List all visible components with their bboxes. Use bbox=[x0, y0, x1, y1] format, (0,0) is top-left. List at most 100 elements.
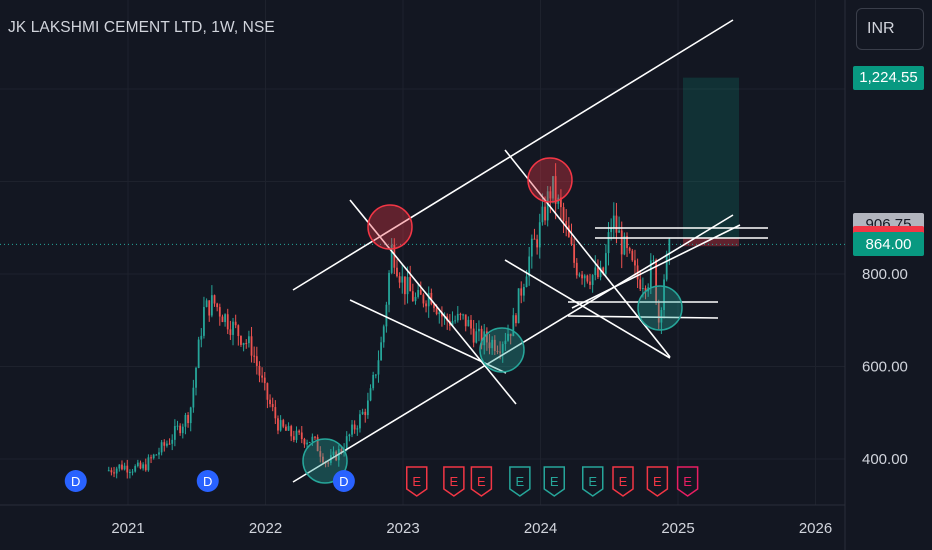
candle-body bbox=[610, 228, 613, 233]
dividend-label: D bbox=[339, 474, 348, 489]
candle-body bbox=[195, 367, 197, 388]
candle-body bbox=[602, 267, 605, 274]
earnings-label: E bbox=[550, 474, 559, 489]
candle-body bbox=[168, 443, 171, 445]
candle-body bbox=[467, 319, 470, 327]
candle-body bbox=[541, 206, 544, 223]
dividend-label: D bbox=[71, 474, 80, 489]
candle-body bbox=[419, 290, 422, 295]
candle-body bbox=[501, 344, 504, 353]
earnings-label: E bbox=[653, 474, 662, 489]
candle-body bbox=[522, 287, 525, 296]
candle-body bbox=[586, 275, 589, 282]
candle-body bbox=[578, 274, 581, 276]
candle-body bbox=[345, 436, 348, 450]
candle-body bbox=[372, 374, 375, 389]
candle-body bbox=[160, 442, 163, 453]
candle-body bbox=[234, 321, 237, 326]
candle-body bbox=[644, 287, 647, 292]
candle-body bbox=[401, 276, 404, 283]
x-tick-label: 2025 bbox=[661, 520, 694, 537]
candle-body bbox=[369, 388, 372, 401]
candle-body bbox=[203, 306, 205, 336]
candle-body bbox=[475, 331, 478, 343]
dividend-marker bbox=[196, 470, 219, 492]
candle-body bbox=[115, 468, 118, 474]
candle-body bbox=[131, 471, 134, 473]
candle-body bbox=[210, 295, 213, 316]
candle-body bbox=[226, 314, 229, 330]
candle-body bbox=[306, 442, 308, 445]
candle-body bbox=[427, 292, 430, 307]
candle-body bbox=[255, 356, 258, 366]
earnings-label: E bbox=[450, 474, 459, 489]
candle-body bbox=[139, 462, 142, 469]
candle-body bbox=[631, 250, 634, 261]
candle-body bbox=[552, 176, 554, 199]
candle-body bbox=[380, 342, 383, 361]
candle-body bbox=[123, 465, 126, 470]
candle-body bbox=[615, 215, 618, 233]
candle-body bbox=[152, 454, 155, 459]
candle-body bbox=[274, 407, 277, 419]
candle-body bbox=[232, 321, 234, 335]
candle-body bbox=[356, 428, 359, 430]
candle-body bbox=[485, 331, 488, 343]
candle-body bbox=[385, 304, 388, 327]
trendline bbox=[292, 19, 734, 291]
candle-body bbox=[242, 343, 245, 345]
candle-body bbox=[570, 237, 573, 245]
candle-body bbox=[351, 424, 353, 435]
candle-body bbox=[388, 272, 390, 305]
candle-body bbox=[417, 290, 420, 297]
candlestick-series bbox=[107, 163, 671, 479]
earnings-marker bbox=[443, 466, 465, 497]
candle-body bbox=[158, 452, 160, 455]
candle-body bbox=[414, 296, 417, 302]
candle-body bbox=[308, 442, 311, 444]
candle-body bbox=[374, 374, 377, 376]
candle-body bbox=[491, 339, 494, 349]
candle-body bbox=[292, 436, 295, 440]
candle-body bbox=[322, 456, 324, 463]
candle-body bbox=[575, 262, 578, 276]
candle-body bbox=[480, 328, 483, 346]
candle-body bbox=[213, 295, 216, 304]
earnings-marker bbox=[612, 466, 634, 497]
candle-body bbox=[536, 239, 539, 248]
candle-body bbox=[279, 420, 282, 431]
candle-body bbox=[192, 387, 195, 408]
candle-body bbox=[147, 457, 150, 471]
candle-body bbox=[509, 333, 512, 337]
price-tag-last: 864.00 bbox=[853, 232, 924, 257]
candle-body bbox=[404, 276, 406, 295]
candle-body bbox=[641, 287, 644, 289]
candle-body bbox=[649, 260, 652, 288]
candle-body bbox=[663, 279, 665, 311]
x-tick-label: 2026 bbox=[799, 520, 832, 537]
candle-body bbox=[150, 457, 152, 459]
candle-body bbox=[332, 451, 335, 456]
candle-body bbox=[155, 454, 158, 456]
candle-body bbox=[665, 253, 668, 280]
candle-body bbox=[218, 307, 221, 317]
currency-selector[interactable]: INR bbox=[856, 8, 924, 50]
candle-body bbox=[136, 462, 139, 467]
x-axis: 2021 2022 2023 2024 2025 2026 bbox=[111, 520, 832, 537]
candle-body bbox=[435, 308, 438, 315]
x-tick-label: 2021 bbox=[111, 520, 144, 537]
candle-body bbox=[512, 315, 515, 337]
candle-body bbox=[353, 424, 356, 430]
candle-body bbox=[639, 279, 642, 289]
candle-body bbox=[187, 414, 189, 424]
candle-body bbox=[530, 238, 533, 257]
y-tick-label: 800.00 bbox=[862, 266, 908, 283]
candle-body bbox=[538, 222, 541, 248]
candle-body bbox=[454, 320, 457, 322]
candle-body bbox=[618, 230, 620, 233]
candle-body bbox=[560, 197, 562, 208]
earnings-label: E bbox=[619, 474, 628, 489]
swing-circle bbox=[302, 438, 348, 484]
